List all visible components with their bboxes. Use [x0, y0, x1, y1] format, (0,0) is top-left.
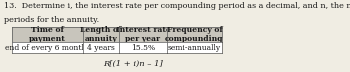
Text: periods for the annuity.: periods for the annuity.	[4, 16, 99, 24]
Text: Time of
payment: Time of payment	[29, 26, 66, 43]
Text: semi-annually: semi-annually	[168, 43, 221, 52]
Text: Length of
annuity: Length of annuity	[80, 26, 122, 43]
Text: Frequency of
compounding: Frequency of compounding	[165, 26, 224, 43]
Text: end of every 6 months: end of every 6 months	[5, 43, 90, 52]
Text: R[(1 + i)n – 1]: R[(1 + i)n – 1]	[103, 60, 163, 68]
Text: 13.  Determine i, the interest rate per compounding period as a decimal, and n, : 13. Determine i, the interest rate per c…	[4, 2, 350, 10]
Text: 15.5%: 15.5%	[131, 43, 155, 52]
Text: Interest rate
per year: Interest rate per year	[116, 26, 170, 43]
Text: 4 years: 4 years	[87, 43, 115, 52]
